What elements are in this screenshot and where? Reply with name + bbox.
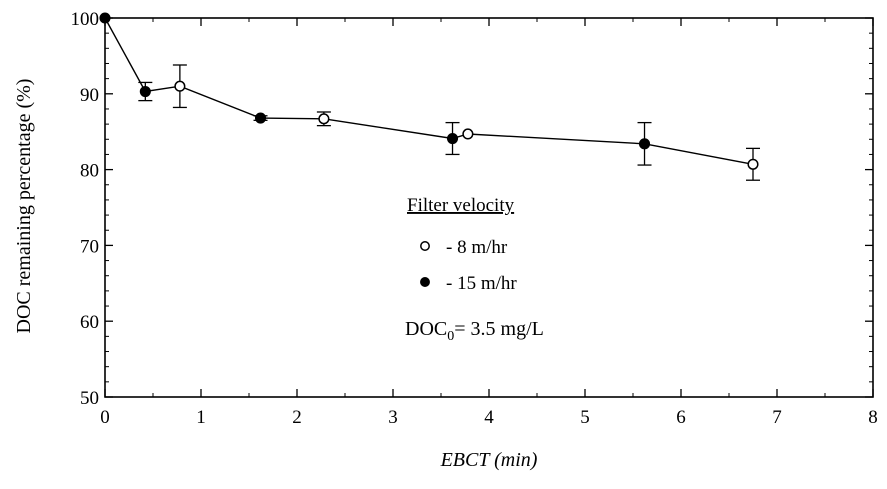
connecting-line: [104, 17, 754, 165]
x-tick-label: 7: [772, 407, 782, 428]
open-point: [462, 128, 474, 140]
legend-label-8mhr: - 8 m/hr: [446, 237, 508, 258]
y-tick-label: 100: [71, 9, 100, 30]
filled-point: [446, 132, 459, 145]
x-tick-label: 3: [388, 407, 398, 428]
filled-point: [254, 112, 267, 124]
filled-point: [139, 85, 151, 98]
open-point: [174, 80, 186, 92]
open-point: [318, 113, 330, 125]
legend-marker-8mhr: [420, 241, 430, 251]
legend-label-15mhr: - 15 m/hr: [446, 273, 517, 294]
x-axis-title: EBCT (min): [440, 449, 538, 471]
data-points: [99, 12, 759, 170]
y-axis-title: DOC remaining percentage (%): [13, 79, 35, 334]
x-tick-label: 6: [676, 407, 686, 428]
x-tick-label: 0: [100, 407, 110, 428]
x-tick-label: 4: [484, 407, 494, 428]
y-tick-label: 50: [80, 388, 99, 409]
ticks: 0 1 2 3 4 5 6 7 8 50 60 70 80 90 100: [71, 9, 878, 428]
data-line: [104, 17, 754, 165]
doc0-annotation: DOC0= 3.5 mg/L: [405, 318, 544, 344]
legend-marker-15mhr: [420, 277, 430, 287]
x-tick-label: 1: [196, 407, 206, 428]
x-tick-label: 8: [868, 407, 878, 428]
y-tick-label: 80: [80, 161, 99, 182]
open-point: [747, 158, 759, 170]
x-tick-label: 2: [292, 407, 302, 428]
filled-point: [638, 138, 651, 150]
legend-title: Filter velocity: [407, 195, 515, 216]
y-tick-label: 60: [80, 312, 99, 333]
y-tick-label: 70: [80, 236, 99, 257]
filled-point: [99, 12, 111, 24]
error-bars: [138, 64, 760, 181]
y-tick-label: 90: [80, 85, 99, 106]
legend: Filter velocity - 8 m/hr - 15 m/hr: [407, 195, 517, 294]
x-tick-label: 5: [580, 407, 590, 428]
